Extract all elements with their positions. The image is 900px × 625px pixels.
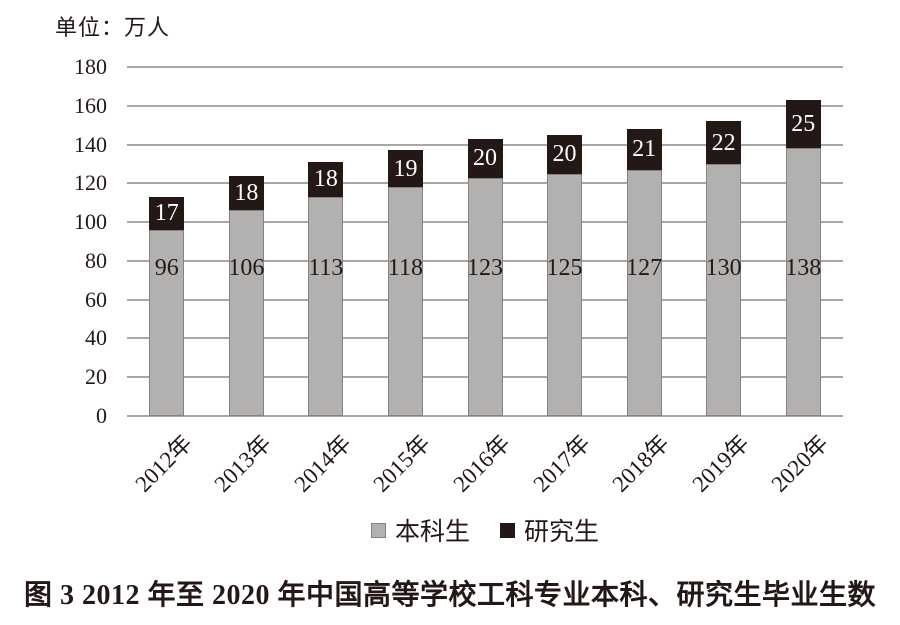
bar-value-label-graduate: 22 bbox=[711, 129, 736, 156]
bar-segment-undergrad bbox=[308, 196, 344, 416]
y-axis-tick-label: 20 bbox=[85, 364, 107, 389]
y-axis-tick-label: 160 bbox=[74, 93, 107, 118]
legend-item: 本科生 bbox=[370, 512, 470, 548]
bar-value-label-graduate: 19 bbox=[393, 155, 418, 182]
bar-segment-undergrad bbox=[547, 173, 583, 416]
x-axis-tick-label: 2018年 bbox=[607, 430, 675, 497]
chart-plot-area: 0 20 40 60 80 100 120 140 160 180 96 17 2012年 106 18 20… bbox=[74, 54, 843, 497]
bar-segment-graduate bbox=[467, 138, 503, 178]
bar-value-label-undergrad: 96 bbox=[154, 255, 179, 281]
bar-segment-graduate bbox=[228, 175, 264, 211]
y-axis-tick-label: 120 bbox=[74, 170, 107, 195]
legend-swatch-undergrad bbox=[370, 522, 386, 538]
x-axis-tick-label: 2016年 bbox=[448, 430, 515, 497]
y-axis-tick-label: 140 bbox=[74, 132, 107, 157]
gridline bbox=[127, 415, 843, 417]
gridline bbox=[127, 66, 843, 68]
bar-segment-graduate bbox=[626, 129, 662, 170]
bar-segment-graduate bbox=[785, 99, 821, 149]
bar-value-label-undergrad: 123 bbox=[467, 255, 503, 281]
bar-value-label-graduate: 17 bbox=[154, 200, 179, 227]
x-axis-tick-label: 2019年 bbox=[687, 430, 754, 497]
bar-value-label-undergrad: 138 bbox=[785, 255, 822, 281]
bar-segment-undergrad bbox=[228, 210, 264, 416]
legend-label: 本科生 bbox=[394, 519, 470, 546]
bar-value-label-undergrad: 106 bbox=[228, 255, 265, 281]
y-axis-tick-label: 180 bbox=[74, 54, 107, 79]
y-axis-tick-label: 40 bbox=[85, 325, 107, 350]
bar-value-label-undergrad: 127 bbox=[626, 255, 663, 281]
legend-item: 研究生 bbox=[500, 512, 599, 548]
bar-value-label-graduate: 21 bbox=[632, 136, 657, 163]
x-axis-tick-label: 2017年 bbox=[528, 430, 595, 497]
bar-value-label-graduate: 20 bbox=[552, 141, 577, 168]
figure-caption: 图 3 2012 年至 2020 年中国高等学校工科专业本科、研究生毕业生数 bbox=[23, 580, 876, 611]
bar-value-label-graduate: 18 bbox=[313, 166, 338, 193]
bar-segment-graduate bbox=[387, 150, 423, 188]
legend-label: 研究生 bbox=[524, 519, 600, 546]
bar-value-label-undergrad: 130 bbox=[705, 255, 742, 281]
bar-value-label-graduate: 18 bbox=[234, 180, 259, 207]
bar-segment-graduate bbox=[547, 134, 583, 174]
unit-label: 单位：万人 bbox=[55, 15, 171, 40]
bar-value-label-graduate: 25 bbox=[791, 111, 816, 138]
bar-segment-graduate bbox=[706, 121, 742, 164]
x-axis-tick-label: 2015年 bbox=[368, 430, 436, 497]
bar-segment-undergrad bbox=[785, 148, 821, 416]
bar-value-label-graduate: 20 bbox=[473, 145, 497, 172]
bar-value-label-undergrad: 125 bbox=[546, 255, 583, 281]
bar-segment-undergrad bbox=[467, 177, 503, 416]
x-axis-tick-label: 2012年 bbox=[130, 430, 197, 497]
y-axis-tick-label: 60 bbox=[85, 287, 107, 312]
bar-value-label-undergrad: 118 bbox=[387, 255, 423, 281]
bar-segment-graduate bbox=[308, 162, 344, 197]
bar-value-label-undergrad: 113 bbox=[308, 255, 344, 281]
bar-segment-undergrad bbox=[706, 163, 742, 416]
bar-segment-undergrad bbox=[387, 187, 423, 416]
bar-segment-undergrad bbox=[626, 169, 662, 416]
y-axis-tick-label: 100 bbox=[74, 209, 107, 234]
bar-segment-undergrad bbox=[149, 229, 185, 416]
x-axis-tick-label: 2020年 bbox=[766, 430, 834, 497]
chart-legend: 本科生 研究生 bbox=[127, 512, 843, 548]
legend-swatch-graduate bbox=[500, 522, 515, 538]
bar-segment-graduate bbox=[149, 196, 185, 230]
y-axis-tick-label: 0 bbox=[96, 403, 107, 428]
x-axis-tick-label: 2013年 bbox=[209, 430, 277, 497]
x-axis-tick-label: 2014年 bbox=[289, 430, 356, 497]
gridline bbox=[127, 105, 843, 107]
y-axis-tick-label: 80 bbox=[85, 248, 107, 273]
